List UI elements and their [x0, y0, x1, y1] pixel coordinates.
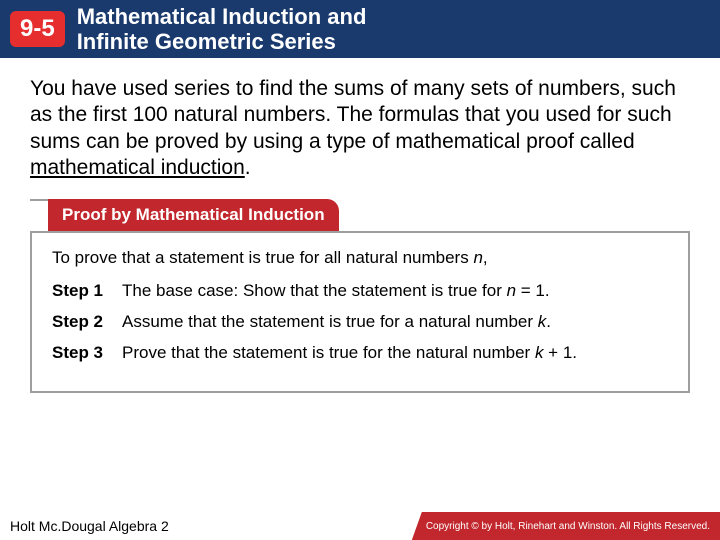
proof-tab-label: Proof by Mathematical Induction — [48, 199, 339, 231]
proof-step: Step 3 Prove that the statement is true … — [52, 342, 668, 365]
page-title: Mathematical Induction and Infinite Geom… — [77, 4, 367, 55]
proof-step: Step 2 Assume that the statement is true… — [52, 311, 668, 334]
title-line-2: Infinite Geometric Series — [77, 29, 336, 54]
intro-paragraph: You have used series to find the sums of… — [0, 58, 720, 191]
title-line-1: Mathematical Induction and — [77, 4, 367, 29]
intro-underlined-term: mathematical induction — [30, 156, 245, 179]
proof-lead-end: , — [483, 248, 488, 267]
step-label: Step 3 — [52, 342, 122, 365]
step-text-b: + 1. — [543, 343, 577, 362]
footer-copyright: Copyright © by Holt, Rinehart and Winsto… — [412, 512, 720, 540]
step-text: Prove that the statement is true for the… — [122, 342, 668, 365]
step-text-a: Prove that the statement is true for the… — [122, 343, 535, 362]
step-text-b: . — [546, 312, 551, 331]
step-text-b: = 1. — [516, 281, 550, 300]
proof-lead: To prove that a statement is true for al… — [52, 247, 668, 270]
step-var: k — [538, 312, 547, 331]
intro-text-part2: . — [245, 156, 251, 179]
step-text-a: Assume that the statement is true for a … — [122, 312, 538, 331]
proof-lead-text: To prove that a statement is true for al… — [52, 248, 473, 267]
proof-step: Step 1 The base case: Show that the stat… — [52, 280, 668, 303]
step-label: Step 2 — [52, 311, 122, 334]
footer: Holt Mc.Dougal Algebra 2 Copyright © by … — [0, 512, 720, 540]
lesson-number-badge: 9-5 — [10, 11, 65, 47]
proof-lead-var: n — [473, 248, 482, 267]
tab-spacer — [30, 199, 48, 201]
step-label: Step 1 — [52, 280, 122, 303]
header-bar: 9-5 Mathematical Induction and Infinite … — [0, 0, 720, 58]
step-text-a: The base case: Show that the statement i… — [122, 281, 507, 300]
step-text: The base case: Show that the statement i… — [122, 280, 668, 303]
proof-box: Proof by Mathematical Induction To prove… — [30, 199, 690, 393]
step-text: Assume that the statement is true for a … — [122, 311, 668, 334]
step-var: n — [507, 281, 516, 300]
intro-text-part1: You have used series to find the sums of… — [30, 77, 676, 153]
proof-tab-row: Proof by Mathematical Induction — [30, 199, 690, 231]
proof-body: To prove that a statement is true for al… — [30, 231, 690, 393]
footer-left-text: Holt Mc.Dougal Algebra 2 — [0, 518, 412, 534]
